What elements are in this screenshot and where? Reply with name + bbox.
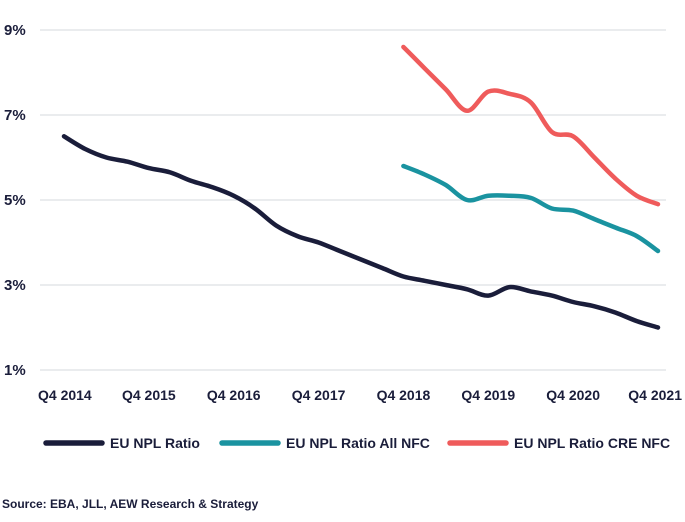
y-tick-label: 5% [4,192,26,209]
x-tick-label: Q4 2020 [546,387,600,403]
x-tick-label: Q4 2014 [38,387,92,403]
gridlines [40,29,666,371]
x-tick-label: Q4 2021 [628,387,682,403]
x-tick-label: Q4 2019 [461,387,515,403]
series-line-eu-npl-ratio [61,134,661,330]
x-tick-label: Q4 2017 [292,387,346,403]
y-tick-label: 3% [4,277,26,294]
series-line-eu-npl-ratio-all-nfc [401,163,661,254]
x-axis-ticks: Q4 2014 Q4 2015 Q4 2016 Q4 2017 Q4 2018 Q4 20… [38,387,682,403]
y-tick-label: 7% [4,107,26,124]
series-line-eu-npl-ratio-cre-nfc [401,44,661,207]
y-tick-label: 1% [4,362,26,379]
legend-label: EU NPL Ratio CRE NFC [514,435,670,451]
y-axis-ticks: 9% 7% 5% 3% 1% [4,22,26,379]
y-tick-label: 9% [4,22,26,39]
series-lines [61,44,661,330]
x-tick-label: Q4 2016 [207,387,261,403]
legend: EU NPL Ratio EU NPL Ratio All NFC EU NPL R… [43,435,670,451]
legend-label: EU NPL Ratio [110,435,200,451]
x-tick-label: Q4 2015 [122,387,176,403]
x-tick-label: Q4 2018 [377,387,431,403]
source-note: Source: EBA, JLL, AEW Research & Strateg… [2,497,259,511]
legend-label: EU NPL Ratio All NFC [286,435,430,451]
